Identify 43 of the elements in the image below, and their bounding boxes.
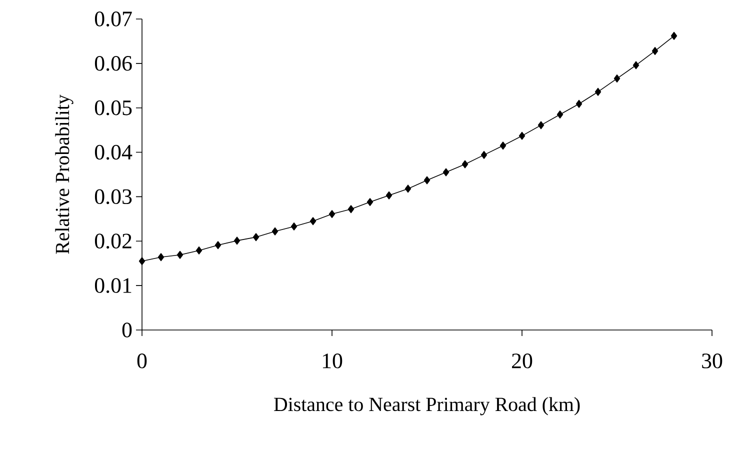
point bbox=[214, 241, 222, 250]
point bbox=[272, 227, 278, 236]
point bbox=[670, 32, 678, 40]
x-tick-label: 0 bbox=[137, 354, 147, 368]
point bbox=[138, 257, 146, 266]
y-tick-label: 0.04 bbox=[94, 144, 132, 160]
y-tick-label: 0.01 bbox=[94, 278, 132, 294]
point bbox=[518, 132, 526, 140]
x-tick-label: 30 bbox=[702, 354, 722, 368]
point bbox=[424, 176, 430, 184]
x-axis-title: Distance to Nearst Primary Road (km) bbox=[274, 397, 580, 416]
point bbox=[480, 150, 488, 159]
point bbox=[632, 61, 640, 70]
point bbox=[576, 100, 582, 108]
y-tick-label: 0.07 bbox=[94, 12, 132, 26]
point bbox=[594, 88, 602, 96]
point bbox=[252, 233, 260, 242]
point bbox=[366, 198, 374, 206]
y-tick-label: 0.02 bbox=[94, 234, 132, 249]
point bbox=[176, 250, 184, 259]
point bbox=[538, 121, 544, 130]
point bbox=[500, 142, 506, 150]
point bbox=[158, 253, 164, 262]
point bbox=[348, 205, 354, 214]
y-tick-label: 0.03 bbox=[94, 189, 132, 204]
x-tick-label: 10 bbox=[322, 354, 342, 368]
point bbox=[556, 110, 564, 119]
x-tick-label: 20 bbox=[512, 354, 532, 368]
point bbox=[310, 217, 316, 226]
point bbox=[404, 184, 412, 193]
point bbox=[386, 191, 392, 200]
point bbox=[290, 222, 298, 230]
y-tick-label: 0.05 bbox=[94, 100, 132, 116]
point bbox=[328, 210, 336, 218]
point bbox=[234, 236, 240, 245]
point bbox=[196, 246, 202, 254]
point bbox=[462, 160, 468, 168]
point bbox=[614, 74, 620, 83]
y-tick-label: 0.06 bbox=[94, 56, 132, 71]
y-axis-title: Relative Probability bbox=[55, 94, 74, 254]
y-tick-label: 0 bbox=[122, 322, 132, 338]
point bbox=[442, 168, 450, 176]
point bbox=[652, 46, 658, 55]
